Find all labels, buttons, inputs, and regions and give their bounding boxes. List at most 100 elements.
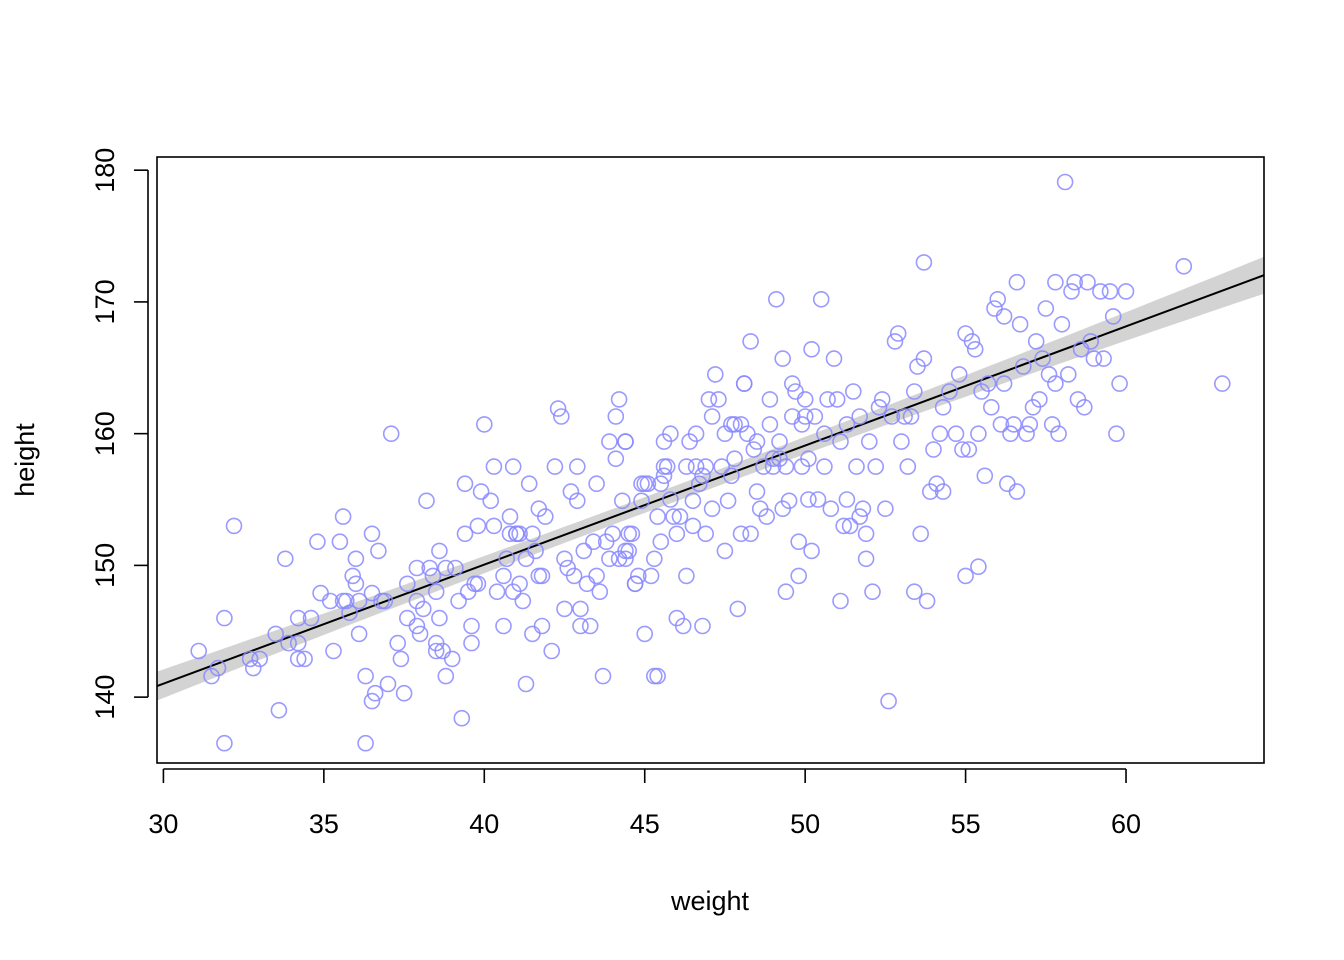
x-axis-title: weight xyxy=(670,886,750,916)
regression-line xyxy=(157,274,1264,688)
data-point xyxy=(344,567,362,585)
data-point xyxy=(617,550,634,568)
confidence-band xyxy=(157,256,1264,701)
data-point xyxy=(485,458,503,475)
data-point xyxy=(543,642,561,660)
data-point xyxy=(889,325,907,342)
data-point xyxy=(1095,350,1112,367)
data-point xyxy=(1104,308,1122,325)
data-point xyxy=(225,517,243,535)
data-point xyxy=(421,559,439,577)
data-point xyxy=(1079,273,1096,291)
data-point xyxy=(697,525,715,543)
data-point xyxy=(418,492,435,510)
data-point xyxy=(1047,273,1064,291)
data-point xyxy=(732,525,750,543)
x-tick-label: 45 xyxy=(630,809,660,839)
data-point xyxy=(482,492,500,510)
data-point xyxy=(607,450,625,468)
data-point xyxy=(289,609,307,627)
data-point xyxy=(690,475,708,493)
data-point xyxy=(357,667,374,685)
data-point xyxy=(501,508,519,525)
data-point xyxy=(581,617,599,635)
y-axis: 140 150 160 170 180 xyxy=(90,148,149,720)
data-point xyxy=(629,567,647,585)
data-point xyxy=(870,398,888,416)
data-point xyxy=(331,533,349,551)
data-point xyxy=(678,458,695,475)
data-point xyxy=(530,567,548,585)
data-point xyxy=(527,542,544,560)
x-tick-label: 40 xyxy=(469,809,499,839)
data-point xyxy=(379,675,397,693)
data-point xyxy=(1027,333,1045,350)
data-point xyxy=(302,609,320,627)
data-point xyxy=(463,634,480,652)
data-point xyxy=(536,508,554,525)
data-point xyxy=(883,408,901,425)
data-point xyxy=(873,391,891,408)
data-point xyxy=(954,441,971,458)
data-point xyxy=(649,508,666,525)
data-point xyxy=(642,567,660,585)
data-point xyxy=(970,558,987,576)
data-point xyxy=(357,734,374,752)
data-point xyxy=(363,692,381,710)
data-point xyxy=(591,583,609,601)
data-point xyxy=(703,500,721,518)
data-point xyxy=(280,634,297,652)
data-point xyxy=(694,617,711,635)
data-point xyxy=(556,600,573,618)
data-point xyxy=(321,592,339,610)
data-point xyxy=(398,575,416,593)
data-point xyxy=(710,391,727,408)
data-point xyxy=(835,517,853,535)
data-point xyxy=(604,525,621,543)
data-point xyxy=(854,500,872,518)
data-point xyxy=(1066,273,1083,291)
data-point xyxy=(995,308,1013,325)
data-point xyxy=(1085,350,1103,367)
data-points-layer xyxy=(190,173,1231,752)
data-point xyxy=(309,533,326,551)
data-point xyxy=(373,592,390,610)
data-point xyxy=(289,650,307,668)
data-point xyxy=(472,483,490,500)
data-point xyxy=(655,458,673,475)
data-point xyxy=(469,517,487,535)
data-point xyxy=(793,416,811,433)
data-point xyxy=(703,408,721,425)
data-point xyxy=(915,350,933,367)
data-point xyxy=(245,659,262,677)
x-tick-label: 50 xyxy=(790,809,820,839)
data-point xyxy=(546,458,564,475)
data-point xyxy=(475,416,493,433)
data-point xyxy=(549,400,567,417)
data-point xyxy=(812,290,830,308)
y-tick-label: 160 xyxy=(90,411,120,456)
data-point xyxy=(925,441,942,458)
data-point xyxy=(989,290,1007,308)
data-point xyxy=(588,475,605,493)
data-point xyxy=(729,600,747,618)
data-point xyxy=(572,600,589,618)
data-point xyxy=(966,340,984,358)
data-point xyxy=(1060,366,1077,383)
data-point xyxy=(411,625,429,643)
data-point xyxy=(844,383,862,400)
data-point xyxy=(585,533,602,551)
data-point xyxy=(655,467,673,485)
data-point xyxy=(800,491,817,508)
y-tick-label: 150 xyxy=(90,543,120,588)
data-point xyxy=(495,617,512,635)
data-point xyxy=(857,525,875,543)
data-point xyxy=(848,458,865,475)
data-point xyxy=(453,709,471,727)
data-point xyxy=(803,340,820,358)
data-point xyxy=(662,425,679,443)
data-point xyxy=(742,525,759,543)
data-point xyxy=(1111,375,1128,392)
data-point xyxy=(697,458,715,475)
